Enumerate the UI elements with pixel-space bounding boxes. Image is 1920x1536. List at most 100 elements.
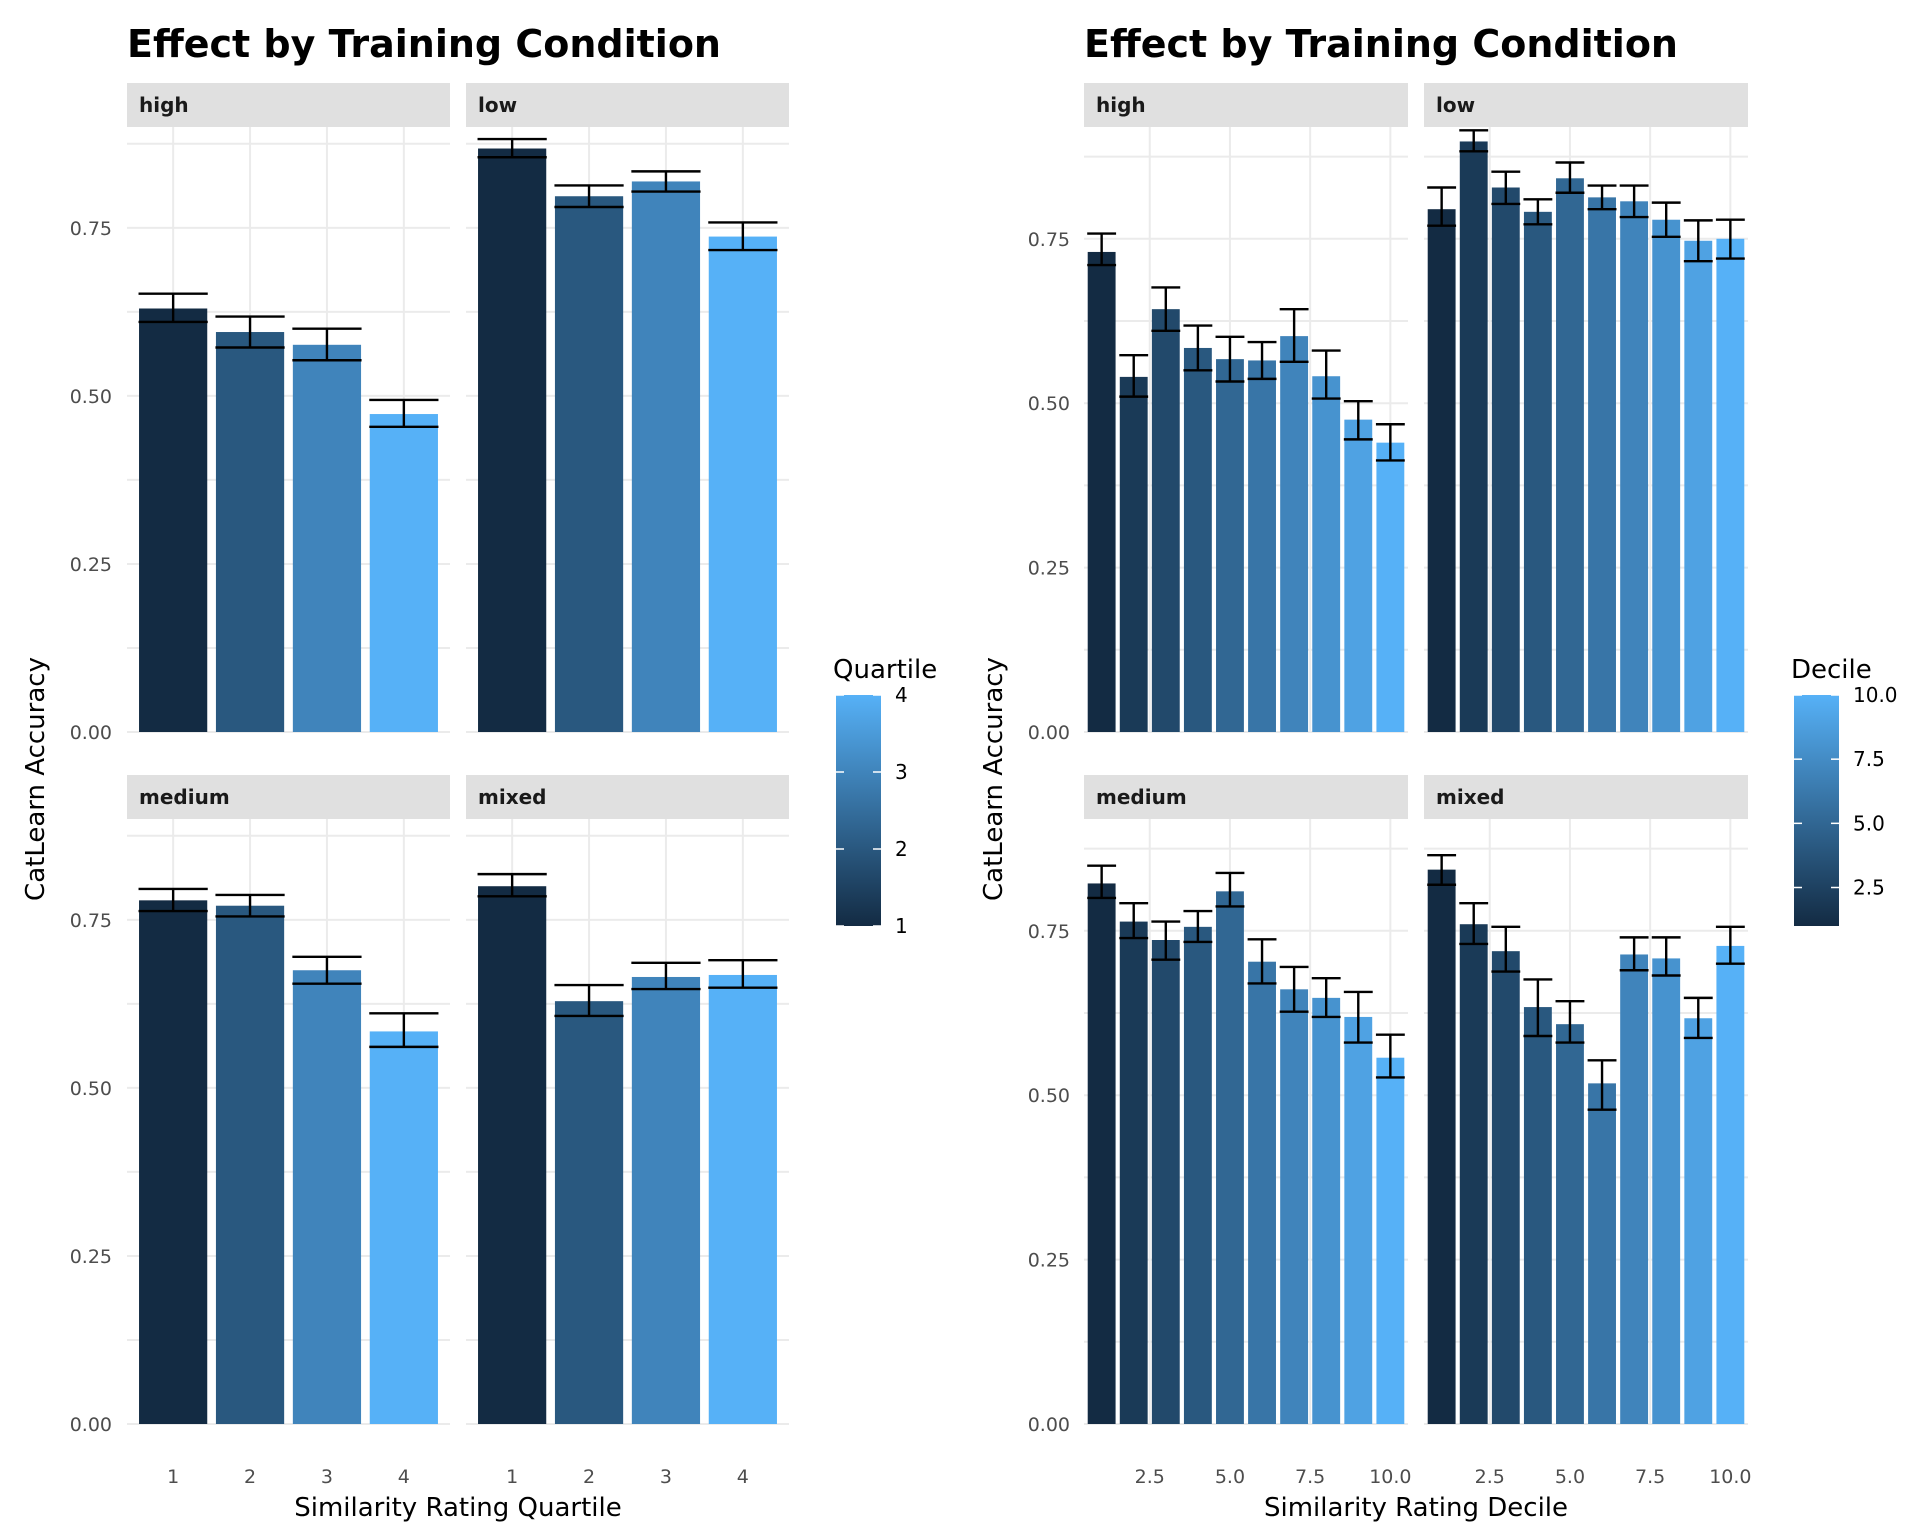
error-bar (477, 137, 547, 159)
facet-medium: medium 0.00 0.25 0.50 0.75 2.5 5.0 7.5 10.0 (1028, 775, 1412, 1488)
error-bar (1375, 1033, 1405, 1079)
y-axis-title: CatLearn Accuracy (21, 657, 51, 901)
error-bar (1279, 965, 1309, 1013)
error-bar (1247, 340, 1277, 381)
bar (1459, 924, 1488, 1424)
facet-mixed: mixed 1 2 3 4 (466, 775, 789, 1488)
bar (1459, 141, 1488, 732)
error-bar (292, 955, 362, 985)
bar (1491, 187, 1520, 732)
facet-high: high 0.00 0.25 0.50 0.75 (70, 83, 450, 744)
chart-1: Effect by Training Condition high 0.00 0.25… (21, 22, 937, 1523)
chart-2: Effect by Training Condition high 0.00 0.25… (979, 22, 1898, 1523)
chart-title: Effect by Training Condition (127, 22, 721, 66)
legend-label: 5.0 (1853, 811, 1885, 835)
error-bar (1183, 324, 1213, 372)
y-tick-label: 0.00 (1028, 722, 1070, 744)
error-bar (138, 887, 208, 913)
error-bar (554, 983, 624, 1018)
bar (1427, 209, 1456, 733)
error-bar (138, 292, 208, 324)
error-bar (1247, 938, 1277, 985)
legend-label: 1 (895, 914, 908, 938)
error-bar (1279, 307, 1309, 363)
bar (1491, 951, 1520, 1424)
bar (1344, 419, 1373, 732)
x-axis-title: Similarity Rating Decile (1264, 1493, 1568, 1523)
bar (1119, 921, 1148, 1424)
bar (1556, 1024, 1584, 1424)
bar (1684, 1018, 1713, 1424)
error-bar (1587, 1059, 1617, 1111)
error-bar (1683, 219, 1713, 263)
x-tick-label: 3 (660, 1466, 672, 1488)
x-tick-label: 2.5 (1475, 1466, 1505, 1488)
bar (1620, 954, 1649, 1424)
bar (1216, 359, 1244, 732)
bar (215, 332, 285, 732)
facet-strip-label: mixed (1436, 785, 1504, 809)
facet-strip (127, 775, 450, 819)
y-tick-label: 0.00 (70, 722, 112, 744)
x-tick-label: 3 (321, 1466, 333, 1488)
bar (1588, 1083, 1616, 1424)
error-bar (1459, 129, 1489, 153)
bar (1344, 1016, 1373, 1424)
error-bar (1151, 920, 1181, 961)
bar (292, 344, 362, 732)
y-tick-label: 0.25 (1028, 1250, 1070, 1272)
bar (1183, 347, 1212, 732)
facet-low: low (466, 83, 789, 733)
error-bar (708, 221, 778, 252)
x-tick-label: 5.0 (1215, 1466, 1245, 1488)
facet-strip (1424, 83, 1748, 127)
error-bar (1427, 186, 1457, 227)
legend-label: 2.5 (1853, 876, 1885, 900)
y-axis-title: CatLearn Accuracy (979, 657, 1009, 901)
bar (1652, 958, 1681, 1424)
bar (1556, 178, 1584, 733)
bar (1119, 376, 1148, 732)
facet-strip-label: low (478, 93, 517, 117)
facet-mixed: mixed 2.5 5.0 7.5 10.0 (1424, 775, 1752, 1488)
error-bar (1523, 978, 1553, 1038)
bar (631, 181, 701, 732)
bar (1183, 926, 1212, 1424)
error-bar (631, 170, 701, 193)
error-bar (1491, 170, 1521, 206)
bar (369, 414, 438, 732)
x-tick-label: 2 (583, 1466, 595, 1488)
x-tick-label: 1 (506, 1466, 518, 1488)
facet-strip (466, 775, 789, 819)
bar (1087, 251, 1116, 732)
facet-strip-label: low (1436, 93, 1475, 117)
legend-label: 2 (895, 837, 908, 861)
legend-label: 7.5 (1853, 747, 1885, 771)
x-tick-label: 1 (167, 1466, 179, 1488)
bar (1716, 238, 1745, 733)
legend-label: 10.0 (1853, 683, 1898, 707)
legend-title: Decile (1791, 655, 1872, 685)
error-bar (1375, 423, 1405, 462)
bar (1248, 360, 1276, 732)
y-tick-label: 0.25 (70, 554, 112, 576)
y-tick-label: 0.75 (70, 910, 112, 932)
error-bar (1183, 909, 1213, 944)
bar (631, 976, 701, 1424)
bar (1716, 945, 1745, 1424)
y-tick-label: 0.25 (70, 1246, 112, 1268)
y-tick-label: 0.00 (1028, 1414, 1070, 1436)
bar (1427, 869, 1456, 1424)
x-tick-label: 4 (737, 1466, 749, 1488)
error-bar (708, 958, 778, 989)
error-bar (1151, 286, 1181, 333)
error-bar (292, 327, 362, 362)
error-bar (1491, 925, 1521, 973)
error-bar (1215, 335, 1245, 383)
error-bar (1555, 161, 1585, 194)
bar (1376, 442, 1405, 732)
error-bar (1459, 901, 1489, 946)
